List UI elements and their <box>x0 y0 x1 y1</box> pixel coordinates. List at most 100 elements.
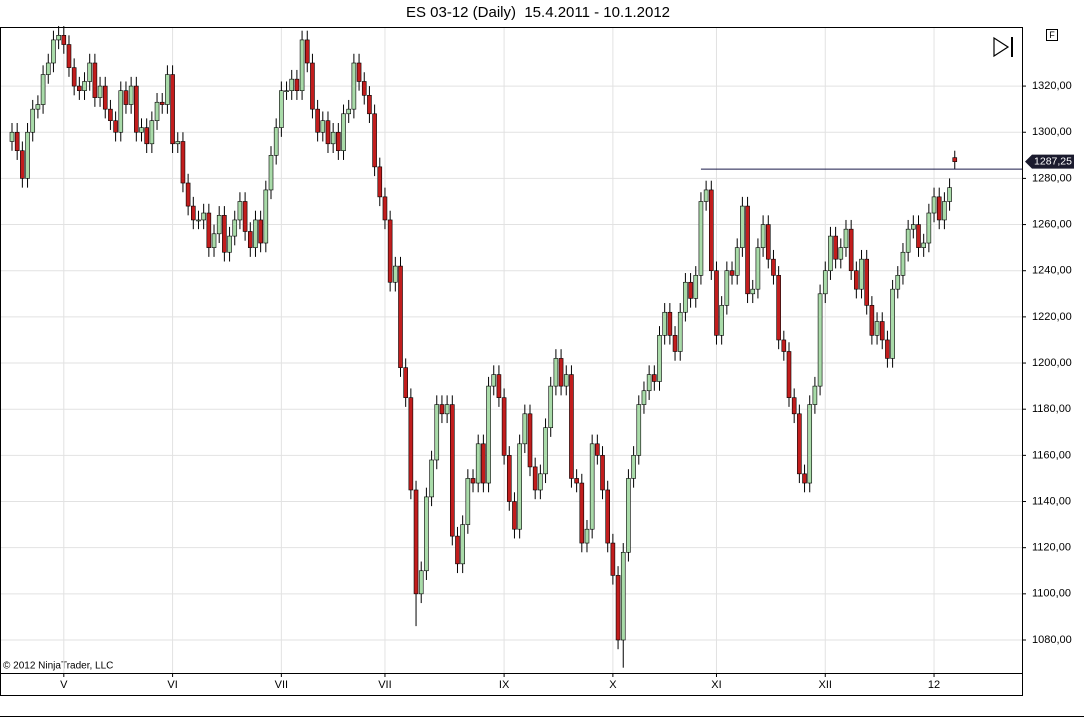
candle-body <box>9 131 15 142</box>
candle-body <box>802 473 807 484</box>
candle-body <box>465 478 471 525</box>
candle-body <box>931 196 937 214</box>
candle-body <box>165 74 170 105</box>
candle-body <box>351 62 357 110</box>
candle-body <box>626 478 631 553</box>
y-tick-label: 1260,00 <box>1032 218 1072 230</box>
candle-body <box>330 131 336 145</box>
candle-body <box>569 374 574 479</box>
candle-body <box>216 215 222 235</box>
candle-body <box>439 404 445 415</box>
candle-body <box>154 101 160 122</box>
candle-body <box>745 205 750 295</box>
candle-body <box>771 258 776 276</box>
candle-body <box>25 131 30 179</box>
candle-body <box>118 90 124 133</box>
x-tick-label: XII <box>819 679 832 691</box>
candle-body <box>284 90 289 92</box>
candle-body <box>543 427 548 475</box>
candle-body <box>667 311 673 336</box>
candle-body <box>916 224 921 248</box>
candle-body <box>662 311 667 336</box>
x-tick-label: XI <box>711 679 721 691</box>
play-button[interactable] <box>993 36 1013 58</box>
y-tick-label: 1160,00 <box>1032 449 1071 461</box>
candle-body <box>134 85 139 133</box>
panel-button[interactable] <box>1046 29 1058 41</box>
candle-body <box>51 39 56 64</box>
candle-body <box>579 482 585 544</box>
candle-body <box>724 270 730 306</box>
candle-body <box>97 85 103 98</box>
candle-body <box>636 404 642 456</box>
candle-body <box>393 265 398 283</box>
candle-body <box>631 455 636 479</box>
x-tick-label: 12 <box>928 679 940 691</box>
candle-body <box>361 81 367 96</box>
y-tick-label: 1180,00 <box>1032 403 1071 415</box>
y-tick-label: 1220,00 <box>1032 311 1072 323</box>
candle-body <box>729 270 735 276</box>
candle-body <box>434 404 440 461</box>
candle-body <box>672 335 678 352</box>
candle-body <box>620 551 626 641</box>
candle-body <box>538 473 543 491</box>
candle-body <box>646 374 652 392</box>
candle-body <box>108 108 113 122</box>
candle-body <box>40 74 46 105</box>
candle-body <box>683 281 688 313</box>
candle-body <box>475 443 481 484</box>
panel-button-label[interactable]: F <box>1049 30 1055 40</box>
candle-body <box>828 235 833 272</box>
candle-body <box>253 219 258 248</box>
candle-body <box>874 321 880 336</box>
candle-body <box>61 35 67 45</box>
candle-body <box>341 113 346 152</box>
y-tick-label: 1200,00 <box>1032 357 1072 369</box>
candle-body <box>258 219 263 244</box>
candle-body <box>703 189 709 202</box>
candle-body <box>714 270 719 336</box>
candle-body <box>159 101 165 105</box>
candle-body <box>491 374 497 387</box>
candle-body <box>211 233 217 248</box>
candle-body <box>180 141 186 184</box>
candle-body <box>755 247 761 290</box>
candle-body <box>610 542 616 576</box>
candle-body <box>900 251 906 276</box>
candle-body <box>71 67 77 87</box>
candle-body <box>45 62 51 75</box>
candle-body <box>807 404 813 484</box>
y-tick-label: 1100,00 <box>1032 588 1071 600</box>
candle-body <box>191 205 196 221</box>
candle-body <box>377 166 383 198</box>
candle-body <box>408 397 414 491</box>
candle-body <box>574 478 579 484</box>
x-tick-label: X <box>609 679 617 691</box>
candle-body <box>87 62 92 82</box>
candle-body <box>444 404 450 415</box>
candle-body <box>517 443 522 530</box>
candle-body <box>227 235 232 253</box>
candle-body <box>822 270 828 295</box>
candle-body <box>641 390 647 405</box>
y-tick-label: 1120,00 <box>1032 542 1071 554</box>
candle-body <box>424 496 429 572</box>
candle-body <box>387 219 393 283</box>
candle-body <box>688 281 693 299</box>
y-tick-label: 1080,00 <box>1032 634 1072 646</box>
candle-body <box>527 413 533 468</box>
candle-body <box>170 74 175 145</box>
candle-body <box>947 187 952 202</box>
candle-body <box>242 201 248 232</box>
candle-body <box>838 247 844 260</box>
candle-body <box>206 212 212 248</box>
x-tick-label: V <box>60 679 68 691</box>
candle-body <box>56 35 61 41</box>
candle-body <box>273 127 279 156</box>
candle-body <box>911 224 916 230</box>
x-tick-label: VI <box>167 679 177 691</box>
candle-body <box>346 108 352 115</box>
